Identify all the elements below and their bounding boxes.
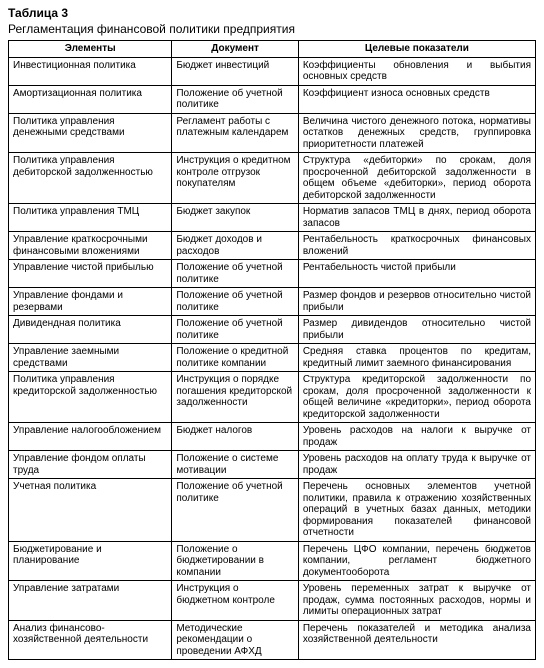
cell-document: Инструкция о бюджетном контроле bbox=[172, 581, 298, 621]
cell-target: Рентабельность чистой прибыли bbox=[298, 260, 535, 288]
cell-target: Коэффициент износа основных средств bbox=[298, 85, 535, 113]
cell-target: Перечень основных элементов учетной поли… bbox=[298, 479, 535, 542]
cell-target: Перечень ЦФО компании, перечень бюджетов… bbox=[298, 541, 535, 581]
table-row: Управление краткосрочными финансовыми вл… bbox=[9, 232, 536, 260]
cell-element: Управление заемными средствами bbox=[9, 344, 172, 372]
cell-element: Учетная политика bbox=[9, 479, 172, 542]
table-row: Политика управления дебиторской задолжен… bbox=[9, 153, 536, 204]
cell-document: Методические рекомендации о проведении А… bbox=[172, 620, 298, 660]
cell-document: Бюджет закупок bbox=[172, 204, 298, 232]
table-row: Бюджетирование и планированиеПоложение о… bbox=[9, 541, 536, 581]
table-row: Политика управления кредиторской задолже… bbox=[9, 372, 536, 423]
cell-document: Инструкция о кредитном контроле отгрузок… bbox=[172, 153, 298, 204]
cell-target: Коэффициенты обновления и выбытия основн… bbox=[298, 57, 535, 85]
cell-target: Уровень переменных затрат к выручке от п… bbox=[298, 581, 535, 621]
cell-element: Управление фондом оплаты труда bbox=[9, 451, 172, 479]
table-row: Управление фондами и резервамиПоложение … bbox=[9, 288, 536, 316]
cell-target: Размер фондов и резервов относительно чи… bbox=[298, 288, 535, 316]
cell-element: Амортизационная политика bbox=[9, 85, 172, 113]
cell-document: Положение о бюджетировании в компании bbox=[172, 541, 298, 581]
cell-element: Дивидендная политика bbox=[9, 316, 172, 344]
cell-document: Бюджет доходов и расходов bbox=[172, 232, 298, 260]
cell-document: Положение об учетной политике bbox=[172, 288, 298, 316]
cell-document: Регламент работы с платежным календарем bbox=[172, 113, 298, 153]
table-title: Регламентация финансовой политики предпр… bbox=[8, 22, 536, 36]
cell-target: Рентабельность краткосрочных финансовых … bbox=[298, 232, 535, 260]
cell-document: Положение об учетной политике bbox=[172, 316, 298, 344]
table-number: Таблица 3 bbox=[8, 6, 536, 20]
cell-document: Положение о кредитной политике компании bbox=[172, 344, 298, 372]
table-row: Амортизационная политикаПоложение об уче… bbox=[9, 85, 536, 113]
cell-element: Бюджетирование и планирование bbox=[9, 541, 172, 581]
table-row: Политика управления ТМЦБюджет закупокНор… bbox=[9, 204, 536, 232]
table-row: Анализ финансово-хозяйственной деятельно… bbox=[9, 620, 536, 660]
table-container: Таблица 3 Регламентация финансовой полит… bbox=[0, 0, 544, 668]
col-header-document: Документ bbox=[172, 41, 298, 58]
cell-target: Структура «дебиторки» по срокам, доля пр… bbox=[298, 153, 535, 204]
table-body: Инвестиционная политикаБюджет инвестиций… bbox=[9, 57, 536, 660]
table-row: Управление затратамиИнструкция о бюджетн… bbox=[9, 581, 536, 621]
cell-element: Управление фондами и резервами bbox=[9, 288, 172, 316]
col-header-targets: Целевые показатели bbox=[298, 41, 535, 58]
cell-target: Норматив запасов ТМЦ в днях, период обор… bbox=[298, 204, 535, 232]
table-row: Учетная политикаПоложение об учетной пол… bbox=[9, 479, 536, 542]
table-row: Управление налогообложениемБюджет налого… bbox=[9, 423, 536, 451]
cell-document: Положение об учетной политике bbox=[172, 85, 298, 113]
cell-element: Управление чистой прибылью bbox=[9, 260, 172, 288]
table-header-row: Элементы Документ Целевые показатели bbox=[9, 41, 536, 58]
cell-element: Политика управления ТМЦ bbox=[9, 204, 172, 232]
cell-element: Политика управления денежными средствами bbox=[9, 113, 172, 153]
cell-element: Политика управления кредиторской задолже… bbox=[9, 372, 172, 423]
cell-element: Управление налогообложением bbox=[9, 423, 172, 451]
cell-target: Средняя ставка процентов по кредитам, кр… bbox=[298, 344, 535, 372]
table-row: Инвестиционная политикаБюджет инвестиций… bbox=[9, 57, 536, 85]
cell-element: Анализ финансово-хозяйственной деятельно… bbox=[9, 620, 172, 660]
cell-document: Бюджет инвестиций bbox=[172, 57, 298, 85]
cell-target: Структура кредиторской задолженности по … bbox=[298, 372, 535, 423]
cell-target: Перечень показателей и методика анализа … bbox=[298, 620, 535, 660]
table-row: Управление заемными средствамиПоложение … bbox=[9, 344, 536, 372]
cell-target: Уровень расходов на налоги к выручке от … bbox=[298, 423, 535, 451]
table-row: Дивидендная политикаПоложение об учетной… bbox=[9, 316, 536, 344]
regulation-table: Элементы Документ Целевые показатели Инв… bbox=[8, 40, 536, 660]
cell-target: Размер дивидендов относительно чистой пр… bbox=[298, 316, 535, 344]
cell-element: Политика управления дебиторской задолжен… bbox=[9, 153, 172, 204]
cell-element: Управление затратами bbox=[9, 581, 172, 621]
table-row: Политика управления денежными средствами… bbox=[9, 113, 536, 153]
cell-document: Инструкция о порядке погашения кредиторс… bbox=[172, 372, 298, 423]
table-row: Управление чистой прибыльюПоложение об у… bbox=[9, 260, 536, 288]
cell-document: Положение о системе мотивации bbox=[172, 451, 298, 479]
col-header-elements: Элементы bbox=[9, 41, 172, 58]
cell-target: Величина чистого денежного потока, норма… bbox=[298, 113, 535, 153]
cell-document: Положение об учетной политике bbox=[172, 260, 298, 288]
table-row: Управление фондом оплаты трудаПоложение … bbox=[9, 451, 536, 479]
cell-target: Уровень расходов на оплату труда к выруч… bbox=[298, 451, 535, 479]
cell-element: Инвестиционная политика bbox=[9, 57, 172, 85]
cell-document: Положение об учетной политике bbox=[172, 479, 298, 542]
cell-element: Управление краткосрочными финансовыми вл… bbox=[9, 232, 172, 260]
cell-document: Бюджет налогов bbox=[172, 423, 298, 451]
